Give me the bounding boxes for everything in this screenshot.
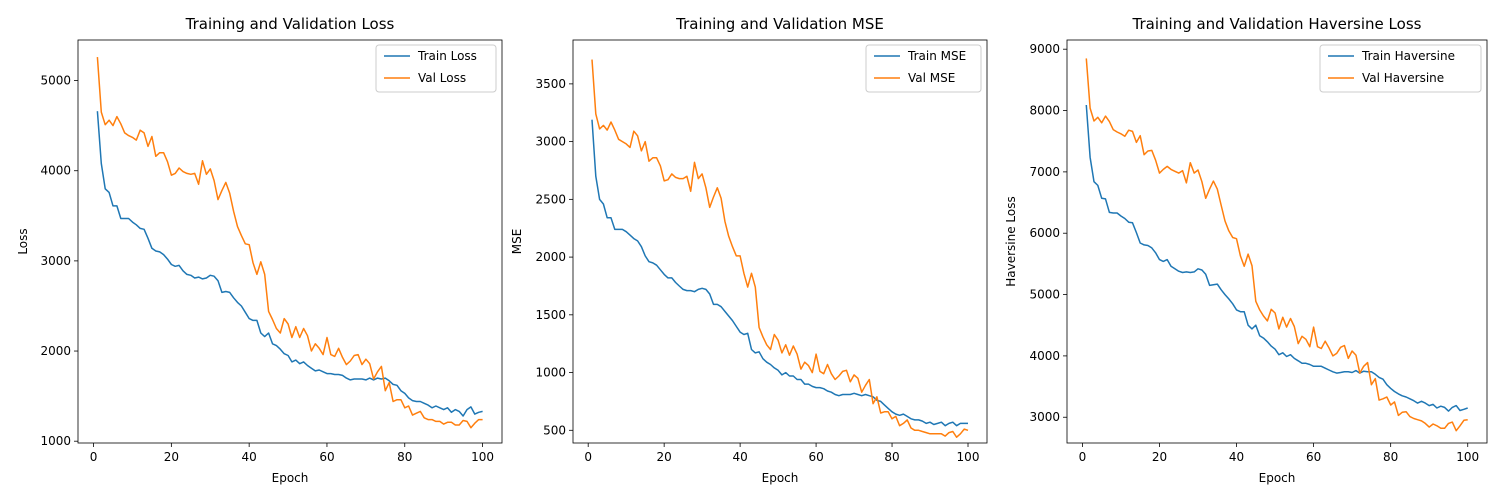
legend: Train Loss Val Loss	[375, 44, 497, 93]
y-tick-label: 4000	[1029, 349, 1060, 363]
x-tick-label: 100	[1456, 450, 1479, 464]
y-tick-label: 2000	[535, 250, 566, 264]
y-tick-label: 1000	[40, 434, 71, 448]
x-axis-label: Epoch	[1259, 471, 1296, 485]
x-tick-label: 100	[471, 450, 494, 464]
y-tick-label: 3000	[40, 254, 71, 268]
x-tick-label: 20	[657, 450, 672, 464]
chart-title: Training and Validation Loss	[185, 15, 395, 33]
chart-title: Training and Validation MSE	[675, 15, 884, 33]
x-tick-label: 40	[1229, 450, 1244, 464]
y-tick-label: 5000	[1029, 288, 1060, 302]
x-tick-label: 40	[242, 450, 257, 464]
series-line-val-haversine	[1085, 58, 1468, 432]
y-tick-label: 9000	[1029, 42, 1060, 56]
x-axis-label: Epoch	[272, 471, 309, 485]
y-axis-label: MSE	[510, 229, 524, 255]
series-line-val-loss	[96, 57, 483, 429]
x-tick-label: 60	[808, 450, 823, 464]
legend-box	[1319, 44, 1482, 93]
x-tick-label: 100	[957, 450, 980, 464]
legend-label: Train Haversine	[1361, 49, 1455, 63]
chart-2: 0 20 40 60 80 100 500 1000 1500 2000 2500 3000 3500 T…	[510, 15, 988, 485]
series-line-train-loss	[96, 111, 483, 417]
y-tick-label: 5000	[40, 74, 71, 88]
series-line-val-mse	[591, 59, 969, 438]
legend-label: Val Haversine	[1362, 71, 1444, 85]
legend-label: Train Loss	[417, 49, 477, 63]
y-tick-label: 3000	[535, 135, 566, 149]
x-tick-label: 0	[1079, 450, 1087, 464]
y-axis-label: Haversine Loss	[1004, 196, 1018, 287]
legend: Train MSE Val MSE	[865, 44, 982, 93]
y-tick-label: 500	[543, 423, 566, 437]
y-axis-label: Loss	[16, 228, 30, 254]
series-line-train-haversine	[1085, 104, 1468, 412]
x-tick-label: 20	[1152, 450, 1167, 464]
plot-frame	[572, 39, 988, 444]
x-tick-label: 40	[732, 450, 747, 464]
y-tick-label: 2000	[40, 344, 71, 358]
y-tick-label: 6000	[1029, 226, 1060, 240]
x-tick-label: 80	[397, 450, 412, 464]
x-tick-label: 20	[164, 450, 179, 464]
x-tick-label: 0	[90, 450, 98, 464]
x-tick-label: 80	[884, 450, 899, 464]
plot-frame	[77, 39, 503, 444]
chart-3: 0 20 40 60 80 100 3000 4000 5000 6000 7000 8000 9000…	[1004, 15, 1488, 485]
chart-title: Training and Validation Haversine Loss	[1132, 15, 1422, 33]
legend-label: Train MSE	[907, 49, 966, 63]
x-tick-label: 60	[1306, 450, 1321, 464]
y-tick-label: 2500	[535, 192, 566, 206]
y-tick-label: 3500	[535, 77, 566, 91]
x-tick-label: 0	[584, 450, 592, 464]
plot-frame	[1066, 39, 1488, 444]
x-axis-label: Epoch	[762, 471, 799, 485]
y-tick-label: 7000	[1029, 165, 1060, 179]
x-tick-label: 60	[319, 450, 334, 464]
y-tick-label: 4000	[40, 164, 71, 178]
y-tick-label: 1000	[535, 366, 566, 380]
y-tick-label: 3000	[1029, 410, 1060, 424]
legend: Train Haversine Val Haversine	[1319, 44, 1482, 93]
chart-1: 0 20 40 60 80 100 1000 2000 3000 4000 5000 Training…	[16, 15, 503, 485]
x-tick-label: 80	[1383, 450, 1398, 464]
legend-label: Val Loss	[418, 71, 466, 85]
y-tick-label: 8000	[1029, 104, 1060, 118]
series-line-train-mse	[591, 119, 968, 427]
legend-label: Val MSE	[908, 71, 955, 85]
y-tick-label: 1500	[535, 308, 566, 322]
